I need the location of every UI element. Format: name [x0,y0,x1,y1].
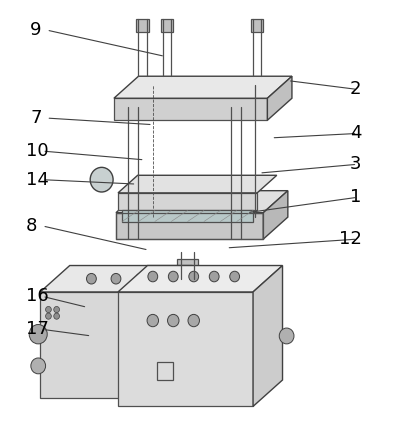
Text: 2: 2 [350,81,361,98]
Text: 9: 9 [30,21,42,39]
Circle shape [87,273,96,284]
Circle shape [54,307,59,313]
Polygon shape [177,259,198,268]
Polygon shape [118,175,277,193]
Circle shape [31,358,46,374]
Polygon shape [136,19,149,32]
Polygon shape [253,265,283,406]
Circle shape [46,307,52,313]
Text: 8: 8 [26,217,37,235]
Text: 14: 14 [26,171,49,189]
Circle shape [147,315,159,327]
Circle shape [168,315,179,327]
Text: 4: 4 [350,124,361,143]
Circle shape [29,325,47,344]
Circle shape [188,315,199,327]
Circle shape [90,167,113,192]
Polygon shape [40,265,192,292]
Polygon shape [267,76,292,120]
Polygon shape [118,292,253,406]
Polygon shape [118,193,257,210]
Circle shape [111,273,121,284]
Circle shape [279,328,294,344]
Polygon shape [122,210,253,222]
Polygon shape [263,190,288,239]
Text: 17: 17 [26,320,49,338]
Text: 7: 7 [30,109,42,127]
Text: 12: 12 [339,230,361,248]
Circle shape [136,273,145,284]
Text: 16: 16 [26,288,49,305]
Polygon shape [163,265,192,397]
Polygon shape [251,19,263,32]
Circle shape [148,271,158,282]
Polygon shape [161,19,173,32]
Text: 3: 3 [350,155,361,173]
Circle shape [189,271,199,282]
Circle shape [54,313,59,319]
Circle shape [209,271,219,282]
Polygon shape [116,213,263,239]
Polygon shape [116,190,288,213]
Text: 1: 1 [350,188,361,206]
Circle shape [46,313,52,319]
Circle shape [230,271,239,282]
Polygon shape [177,268,198,276]
Polygon shape [114,76,292,98]
Text: 10: 10 [26,142,49,160]
Polygon shape [40,292,163,397]
Polygon shape [118,265,283,292]
Circle shape [169,271,178,282]
Polygon shape [114,98,267,120]
